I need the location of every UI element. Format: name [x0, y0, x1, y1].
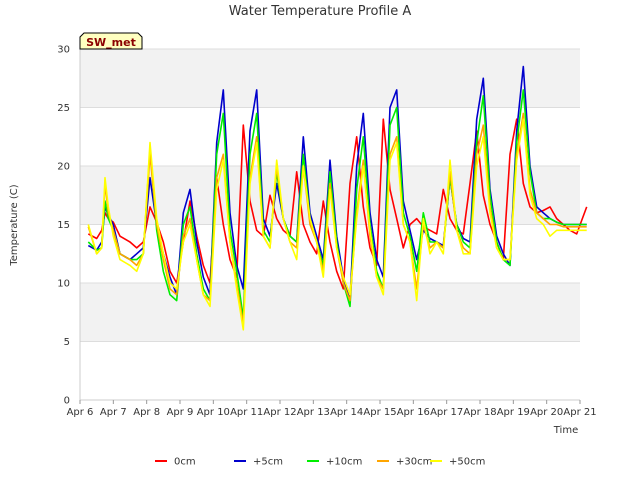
- grid-band: [80, 49, 580, 108]
- chart-title: Water Temperature Profile A: [229, 4, 412, 19]
- x-tick-label: Apr 20: [530, 407, 563, 418]
- y-tick-label: 15: [57, 220, 70, 231]
- legend: 0cm +5cm +10cm +30cm +50cm: [155, 457, 485, 468]
- x-tick-label: Apr 17: [430, 407, 463, 418]
- x-tick-label: Apr 7: [100, 407, 127, 418]
- grid-band: [80, 283, 580, 342]
- x-tick-label: Apr 15: [363, 407, 396, 418]
- series-line-50cm: [87, 118, 587, 331]
- site-tag-text: SW_met: [86, 36, 136, 49]
- x-tick-label: Apr 16: [397, 407, 430, 418]
- x-tick-label: Apr 13: [297, 407, 330, 418]
- axes: [79, 49, 580, 401]
- x-tick-label: Apr 9: [167, 407, 194, 418]
- x-tick-label: Apr 21: [563, 407, 596, 418]
- tick-labels: Apr 6 Apr 7 Apr 8 Apr 9 Apr 10 Apr 11 Apr 12 Ap…: [57, 45, 596, 419]
- series-lines: [87, 65, 588, 331]
- legend-label: +10cm: [326, 457, 362, 468]
- legend-label: +30cm: [396, 457, 432, 468]
- x-tick-label: Apr 12: [263, 407, 296, 418]
- site-tag: SW_met: [79, 32, 143, 50]
- x-tick-label: Apr 10: [197, 407, 230, 418]
- y-tick-label: 20: [57, 162, 70, 173]
- x-tick-label: Apr 18: [463, 407, 496, 418]
- x-tick-label: Apr 19: [497, 407, 530, 418]
- y-tick-label: 5: [64, 337, 70, 348]
- y-tick-label: 30: [57, 45, 70, 56]
- legend-label: 0cm: [174, 457, 196, 468]
- y-axis-label: Temperature (C): [9, 184, 20, 266]
- y-tick-label: 25: [57, 103, 70, 114]
- x-tick-label: Apr 8: [133, 407, 160, 418]
- y-tick-label: 0: [64, 396, 70, 407]
- x-tick-label: Apr 14: [330, 407, 363, 418]
- x-axis-label: Time: [553, 425, 578, 436]
- series-line-10cm: [87, 89, 587, 319]
- y-tick-label: 10: [57, 279, 70, 290]
- x-tick-label: Apr 6: [67, 407, 94, 418]
- legend-label: +50cm: [449, 457, 485, 468]
- x-tick-label: Apr 11: [230, 407, 263, 418]
- legend-label: +5cm: [253, 457, 283, 468]
- site-tag-box: [79, 32, 143, 50]
